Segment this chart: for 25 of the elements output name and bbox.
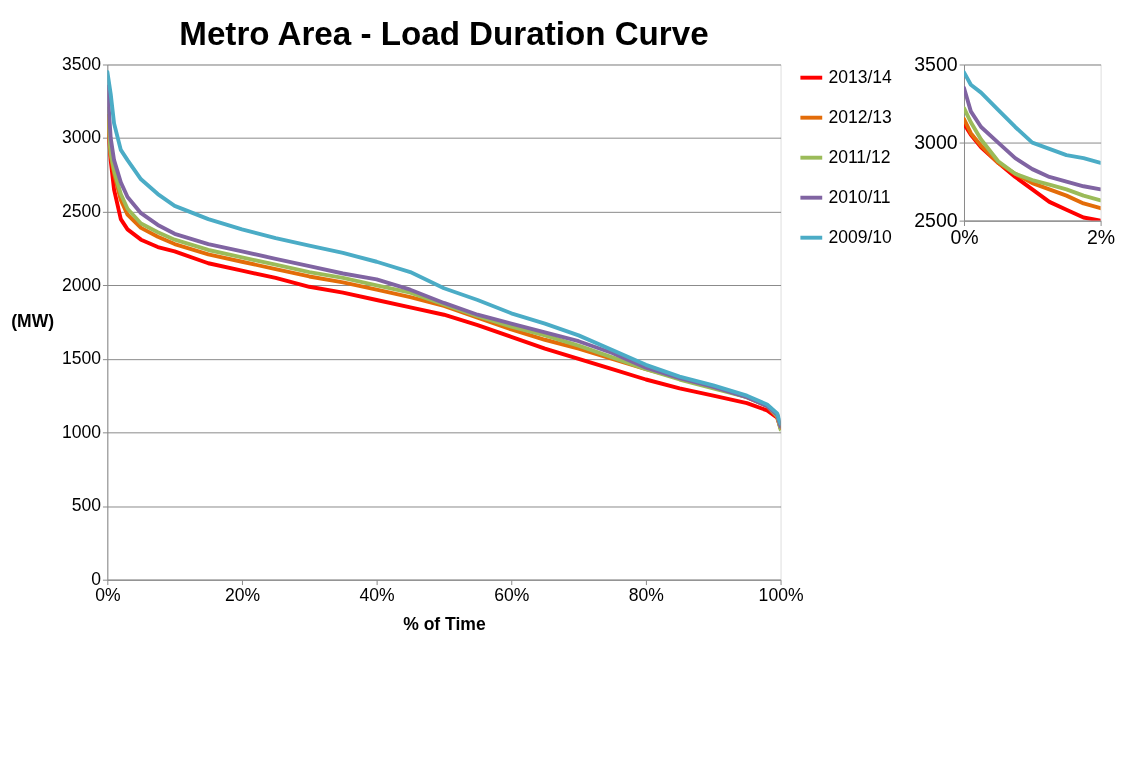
x-tick-label: 80% bbox=[628, 584, 664, 605]
y-tick-label: 3500 bbox=[914, 52, 958, 75]
chart-title: Metro Area - Load Duration Curve bbox=[179, 14, 709, 52]
y-tick-label: 3500 bbox=[61, 53, 102, 74]
y-axis-title: (MW) bbox=[11, 311, 55, 332]
y-tick-label: 500 bbox=[71, 495, 102, 516]
x-tick-label: 0% bbox=[95, 584, 121, 605]
legend-label: 2011/12 bbox=[828, 146, 891, 167]
legend-label: 2012/13 bbox=[828, 106, 892, 127]
y-tick-label: 2500 bbox=[914, 208, 958, 231]
y-tick-label: 2500 bbox=[61, 201, 102, 222]
y-tick-label: 3000 bbox=[61, 127, 102, 148]
y-tick-label: 1000 bbox=[61, 421, 102, 442]
legend-label: 2009/10 bbox=[828, 226, 893, 247]
y-tick-label: 2000 bbox=[61, 274, 102, 295]
legend-label: 2013/14 bbox=[828, 66, 893, 87]
x-tick-label: 20% bbox=[224, 584, 261, 605]
y-tick-label: 3000 bbox=[914, 130, 958, 153]
x-tick-label: 100% bbox=[758, 584, 804, 605]
x-axis-title: % of Time bbox=[403, 613, 486, 634]
x-tick-label: 2% bbox=[1087, 225, 1116, 248]
legend-label: 2010/11 bbox=[828, 186, 891, 207]
x-tick-label: 60% bbox=[494, 584, 530, 605]
x-tick-label: 40% bbox=[359, 584, 395, 605]
y-tick-label: 1500 bbox=[61, 348, 102, 369]
